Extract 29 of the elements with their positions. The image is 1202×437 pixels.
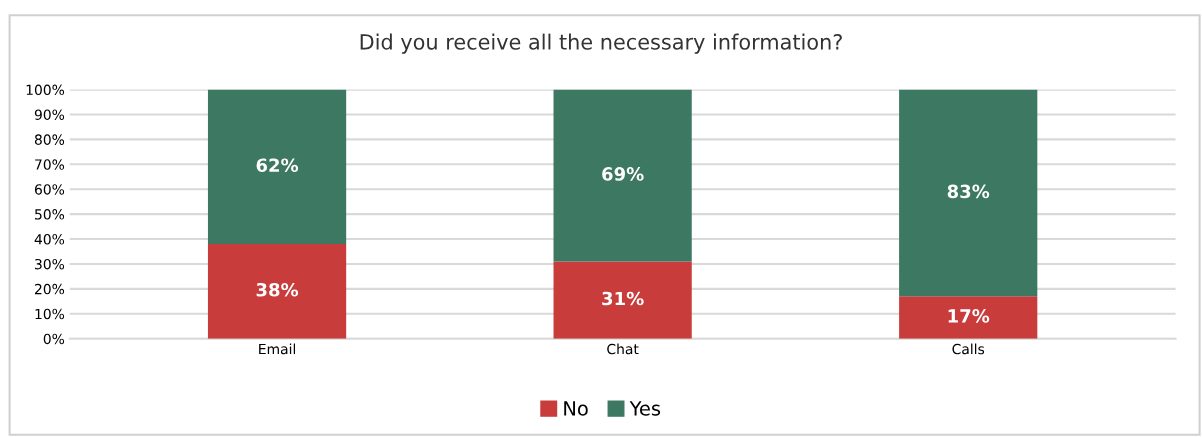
data-label: 83% [947,184,990,199]
data-label: 69% [602,167,644,181]
y-tick-label: 10% [35,308,65,320]
legend-label: Yes [629,401,661,416]
x-tick-label: Chat [607,343,639,355]
bar [207,244,347,339]
x-tick-label: Email [259,343,296,355]
y-tick-label: 60% [34,184,65,195]
chart-title: Did you receive all the necessary information? [360,33,842,54]
bar [207,89,347,245]
bar [553,89,692,262]
bar [899,89,1038,297]
y-tick-label: 30% [35,258,65,270]
y-tick-label: 70% [35,159,65,170]
y-tick-label: 40% [34,234,65,245]
data-label: 38% [256,282,299,297]
y-tick-label: 90% [34,109,65,120]
bar [553,261,692,339]
bar [899,296,1038,339]
y-tick-label: 80% [34,134,65,145]
y-tick-label: 20% [35,283,65,295]
y-tick-label: 100% [26,84,65,96]
legend-label: No [564,401,588,416]
y-tick-label: 50% [35,209,65,220]
data-label: 62% [256,158,299,173]
data-label: 17% [948,309,990,323]
data-label: 31% [602,291,644,306]
y-tick-label: 0% [43,333,65,345]
x-tick-label: Calls [952,343,985,355]
